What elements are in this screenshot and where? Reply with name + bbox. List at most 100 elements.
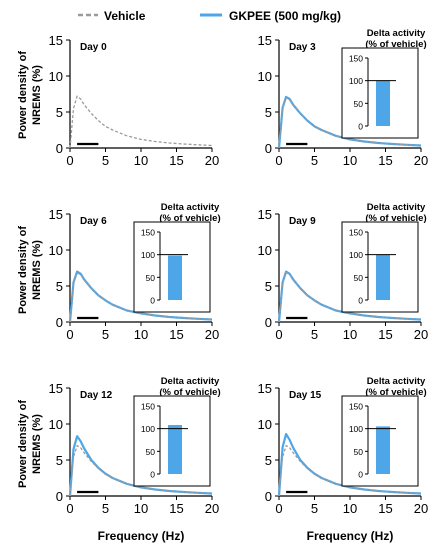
y-tick-label: 10 (258, 243, 272, 258)
inset-y-tick-label: 0 (358, 296, 363, 306)
y-tick-label: 5 (265, 453, 272, 468)
y-tick-label: 0 (265, 489, 272, 504)
y-tick-label: 10 (258, 69, 272, 84)
x-tick-label: 20 (414, 153, 428, 168)
x-tick-label: 10 (343, 153, 357, 168)
panel-title: Day 9 (289, 216, 316, 227)
x-tick-label: 20 (205, 327, 219, 342)
ylabel-line1: Power density of (17, 226, 29, 314)
x-tick-label: 10 (343, 501, 357, 516)
ylabel-row-3: Power density of NREMS (%) (17, 400, 43, 488)
inset-bar (376, 426, 390, 474)
inset-y-tick-label: 100 (349, 250, 363, 260)
inset-title-line1: Delta activity (367, 202, 426, 213)
x-tick-label: 5 (102, 501, 109, 516)
inset-y-tick-label: 150 (349, 228, 363, 238)
panel-day-0: 0 5 10 15 0 5 10 15 20 Day 0 (49, 33, 220, 168)
vehicle-line (69, 272, 213, 323)
x-tick-label: 0 (66, 327, 73, 342)
legend: Vehicle GKPEE (500 mg/kg) (78, 9, 341, 23)
inset-y-tick-label: 100 (349, 424, 363, 434)
inset-bar (168, 425, 182, 474)
y-tick-label: 10 (49, 69, 63, 84)
delta-inset: Delta activity(% of vehicle) 0 50 100 150 (341, 28, 427, 139)
y-tick-label: 10 (49, 243, 63, 258)
y-tick-label: 15 (258, 207, 272, 222)
vehicle-line (69, 444, 213, 497)
y-tick-label: 0 (265, 315, 272, 330)
y-tick-label: 5 (56, 105, 63, 120)
x-tick-label: 5 (311, 501, 318, 516)
panel-title: Day 0 (80, 42, 107, 53)
x-tick-label: 5 (311, 327, 318, 342)
inset-title-line2: (% of vehicle) (159, 387, 220, 398)
x-tick-label: 15 (169, 501, 183, 516)
y-tick-label: 5 (56, 279, 63, 294)
y-tick-label: 10 (258, 417, 272, 432)
x-tick-label: 20 (414, 501, 428, 516)
inset-title-line2: (% of vehicle) (365, 213, 426, 224)
vehicle-line (278, 96, 422, 149)
x-tick-label: 5 (311, 153, 318, 168)
y-tick-label: 0 (265, 141, 272, 156)
x-tick-label: 5 (102, 327, 109, 342)
x-tick-label: 15 (378, 327, 392, 342)
ylabel-line2: NREMS (%) (31, 240, 43, 300)
x-tick-label: 15 (169, 327, 183, 342)
x-tick-label: 0 (275, 501, 282, 516)
y-tick-label: 15 (258, 381, 272, 396)
inset-y-tick-label: 0 (150, 470, 155, 480)
legend-gkpee-label: GKPEE (500 mg/kg) (229, 9, 341, 23)
xlabel-right: Frequency (Hz) (307, 529, 394, 543)
x-tick-label: 20 (205, 153, 219, 168)
ylabel-row-1: Power density of NREMS (%) (17, 51, 43, 139)
inset-y-tick-label: 150 (141, 402, 155, 412)
delta-inset: Delta activity(% of vehicle) 0 50 100 150 (133, 376, 221, 487)
xlabel-left: Frequency (Hz) (98, 529, 185, 543)
inset-title-line1: Delta activity (367, 28, 426, 39)
inset-bar (376, 80, 390, 126)
inset-y-tick-label: 150 (349, 54, 363, 64)
inset-bar (168, 255, 182, 300)
vehicle-line (278, 444, 422, 497)
inset-y-tick-label: 150 (349, 402, 363, 412)
ylabel-line2: NREMS (%) (31, 65, 43, 125)
delta-inset: Delta activity(% of vehicle) 0 50 100 150 (133, 202, 221, 313)
ylabel-line1: Power density of (17, 400, 29, 488)
inset-y-tick-label: 100 (349, 76, 363, 86)
panel-title: Day 12 (80, 390, 113, 401)
inset-title-line1: Delta activity (161, 376, 220, 387)
y-tick-label: 15 (49, 207, 63, 222)
panel-title: Day 3 (289, 42, 316, 53)
y-tick-label: 10 (49, 417, 63, 432)
inset-y-tick-label: 0 (358, 470, 363, 480)
x-tick-label: 10 (134, 327, 148, 342)
x-tick-label: 15 (378, 153, 392, 168)
inset-title-line2: (% of vehicle) (365, 387, 426, 398)
x-tick-label: 10 (134, 501, 148, 516)
ylabel-row-2: Power density of NREMS (%) (17, 226, 43, 314)
inset-y-tick-label: 50 (354, 273, 364, 283)
delta-inset: Delta activity(% of vehicle) 0 50 100 150 (341, 376, 427, 487)
x-tick-label: 0 (66, 501, 73, 516)
y-tick-label: 5 (56, 453, 63, 468)
legend-vehicle-label: Vehicle (104, 9, 146, 23)
x-tick-label: 15 (378, 501, 392, 516)
inset-title-line2: (% of vehicle) (365, 39, 426, 50)
inset-bar (376, 254, 390, 300)
y-tick-label: 5 (265, 279, 272, 294)
x-tick-label: 5 (102, 153, 109, 168)
vehicle-line (278, 271, 422, 323)
inset-y-tick-label: 150 (141, 228, 155, 238)
inset-y-tick-label: 0 (358, 122, 363, 132)
inset-y-tick-label: 50 (354, 447, 364, 457)
inset-y-tick-label: 50 (146, 273, 156, 283)
vehicle-line (69, 95, 213, 149)
